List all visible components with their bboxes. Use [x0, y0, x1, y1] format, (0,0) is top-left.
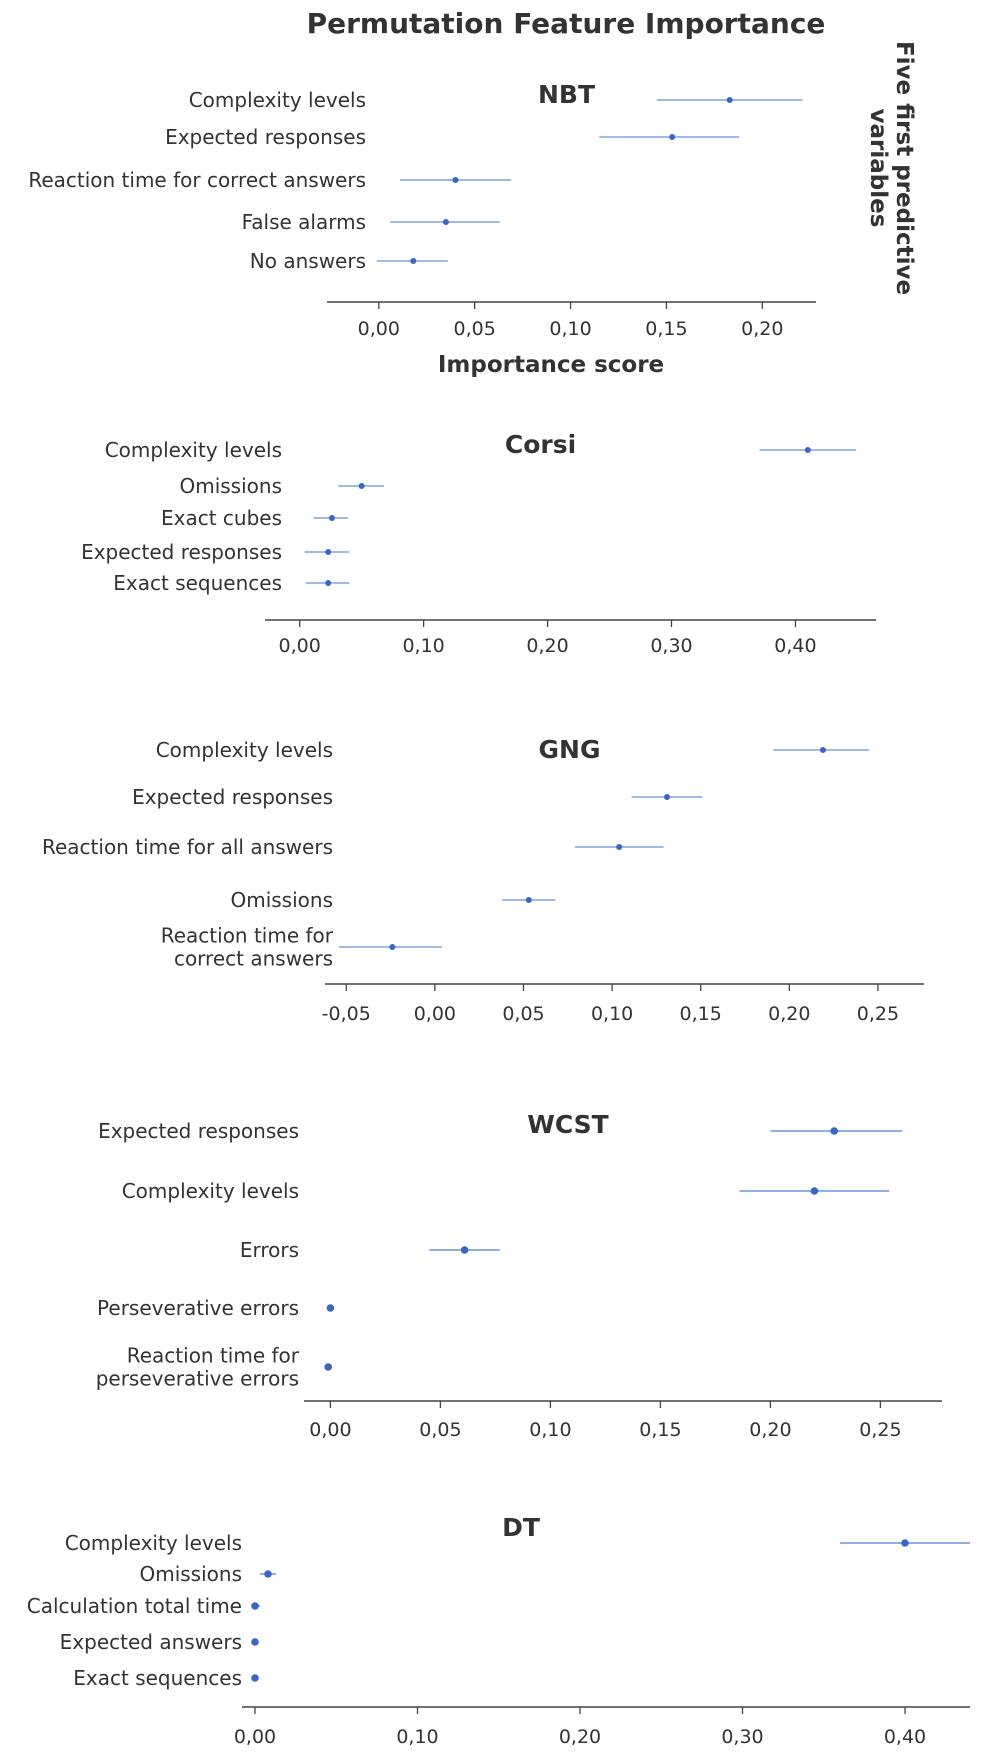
feature-label: Exact cubes	[161, 506, 282, 530]
feature-label: Complexity levels	[105, 438, 282, 462]
data-point	[669, 134, 676, 140]
panel-title: WCST	[527, 1110, 608, 1139]
feature-label: Expected responses	[81, 540, 282, 564]
side-label-line-1: Five first predictive	[891, 41, 917, 295]
data-point	[830, 1127, 838, 1135]
data-point	[452, 177, 459, 183]
data-point	[251, 1674, 259, 1682]
panel-title: Corsi	[505, 430, 576, 459]
x-tick-label: 0,05	[419, 1419, 461, 1441]
chart-panel-wcst: WCST 0,00 0,05 0,10 0,15 0,20 0,25 Expected res…	[96, 1110, 942, 1441]
x-tick-label: 0,15	[639, 1419, 681, 1441]
x-tick-label: 0,00	[234, 1726, 276, 1748]
data-point	[460, 1246, 469, 1254]
data-point	[664, 794, 671, 800]
x-tick-label: 0,05	[454, 318, 496, 340]
data-point	[525, 897, 532, 903]
data-point	[810, 1187, 819, 1195]
x-tick-label: 0,40	[774, 635, 816, 657]
chart-panel-gng: GNG -0,05 0,00 0,05 0,10 0,15 0,20 0,25 Complexi…	[42, 735, 924, 1025]
feature-label: Exact sequences	[113, 571, 282, 595]
chart-panel-corsi: Corsi 0,00 0,10 0,20 0,30 0,40 Complexity leve…	[81, 430, 876, 657]
x-tick-label: 0,25	[859, 1419, 901, 1441]
data-point	[325, 580, 332, 586]
data-point	[251, 1602, 259, 1610]
x-tick-label: 0,10	[549, 318, 591, 340]
data-point	[324, 1363, 333, 1371]
x-tick-label: 0,10	[402, 635, 444, 657]
x-tick-label: 0,15	[680, 1003, 722, 1025]
feature-label: Omissions	[139, 1562, 242, 1586]
feature-label: False alarms	[242, 210, 366, 234]
x-tick-label: 0,25	[857, 1003, 899, 1025]
feature-label: Reaction time for	[127, 1344, 300, 1368]
x-tick-label: 0,05	[502, 1003, 544, 1025]
feature-label: Complexity levels	[189, 88, 366, 112]
data-point	[804, 447, 811, 453]
feature-label: Perseverative errors	[97, 1296, 299, 1320]
feature-label: Expected responses	[165, 125, 366, 149]
x-tick-label: 0,20	[741, 318, 783, 340]
feature-label: Reaction time for correct answers	[28, 168, 366, 192]
feature-label: No answers	[250, 249, 366, 273]
chart-panels: NBT 0,00 0,05 0,10 0,15 0,20 Complexity levels…	[27, 80, 970, 1748]
data-point	[442, 219, 449, 225]
feature-label: Expected responses	[132, 785, 333, 809]
x-tick-label: 0,30	[650, 635, 692, 657]
panel-title: NBT	[538, 80, 595, 109]
x-tick-label: 0,00	[309, 1419, 351, 1441]
data-point	[251, 1638, 259, 1646]
feature-label: Expected responses	[98, 1119, 299, 1143]
panel-title: DT	[502, 1513, 540, 1542]
chart-panel-nbt: NBT 0,00 0,05 0,10 0,15 0,20 Complexity levels…	[28, 80, 816, 340]
chart-panel-dt: DT 0,00 0,10 0,20 0,30 0,40 Complexity levels O…	[27, 1513, 970, 1748]
x-axis-label: Importance score	[438, 352, 664, 378]
data-point	[389, 944, 396, 950]
x-tick-label: 0,10	[591, 1003, 633, 1025]
x-tick-label: 0,10	[529, 1419, 571, 1441]
data-point	[410, 258, 417, 264]
feature-label: Reaction time for all answers	[42, 835, 333, 859]
x-tick-label: 0,30	[721, 1726, 763, 1748]
feature-label: Complexity levels	[65, 1531, 242, 1555]
data-point	[328, 515, 335, 521]
feature-label: Calculation total time	[27, 1594, 242, 1618]
x-tick-label: 0,20	[749, 1419, 791, 1441]
x-tick-label: 0,20	[526, 635, 568, 657]
x-tick-label: 0,00	[358, 318, 400, 340]
feature-label: perseverative errors	[96, 1367, 299, 1391]
feature-label: Complexity levels	[122, 1179, 299, 1203]
panel-title: GNG	[539, 735, 601, 764]
feature-label: Reaction time for	[161, 924, 334, 948]
x-tick-label: -0,05	[322, 1003, 371, 1025]
feature-label: Omissions	[179, 474, 282, 498]
data-point	[616, 844, 623, 850]
feature-label: Omissions	[230, 888, 333, 912]
x-tick-label: 0,10	[396, 1726, 438, 1748]
feature-label: Expected answers	[60, 1630, 242, 1654]
data-point	[325, 549, 332, 555]
side-label-line-2: variables	[865, 109, 891, 228]
feature-label: Exact sequences	[73, 1666, 242, 1690]
feature-label: Complexity levels	[156, 738, 333, 762]
x-tick-label: 0,20	[559, 1726, 601, 1748]
data-point	[901, 1539, 909, 1547]
feature-label: correct answers	[174, 947, 333, 971]
data-point	[726, 97, 733, 103]
feature-label: Errors	[240, 1238, 299, 1262]
x-tick-label: 0,00	[279, 635, 321, 657]
data-point	[819, 747, 826, 753]
figure-title: Permutation Feature Importance	[307, 7, 826, 40]
data-point	[264, 1570, 272, 1578]
data-point	[358, 483, 365, 489]
x-tick-label: 0,40	[884, 1726, 926, 1748]
data-point	[326, 1304, 335, 1312]
x-tick-label: 0,00	[414, 1003, 456, 1025]
x-tick-label: 0,15	[645, 318, 687, 340]
x-tick-label: 0,20	[768, 1003, 810, 1025]
